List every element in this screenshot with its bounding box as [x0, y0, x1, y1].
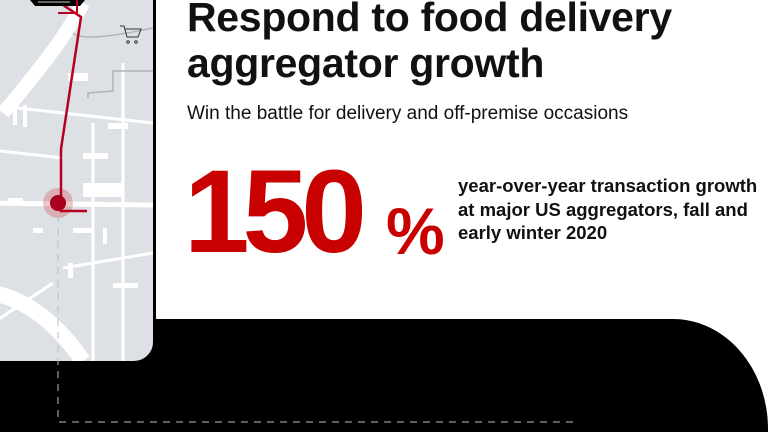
title-line-1: Respond to food delivery — [187, 0, 672, 40]
stat-unit: % — [386, 194, 445, 268]
page-title: Respond to food delivery aggregator growt… — [187, 0, 672, 86]
location-pin-icon — [43, 188, 73, 218]
stat-description: year-over-year transaction growth at maj… — [458, 175, 758, 243]
shopping-cart-icon — [120, 25, 142, 44]
stat-value: 150 — [184, 146, 367, 278]
title-line-2: aggregator growth — [187, 40, 545, 86]
subtitle: Win the battle for delivery and off-prem… — [187, 103, 629, 124]
